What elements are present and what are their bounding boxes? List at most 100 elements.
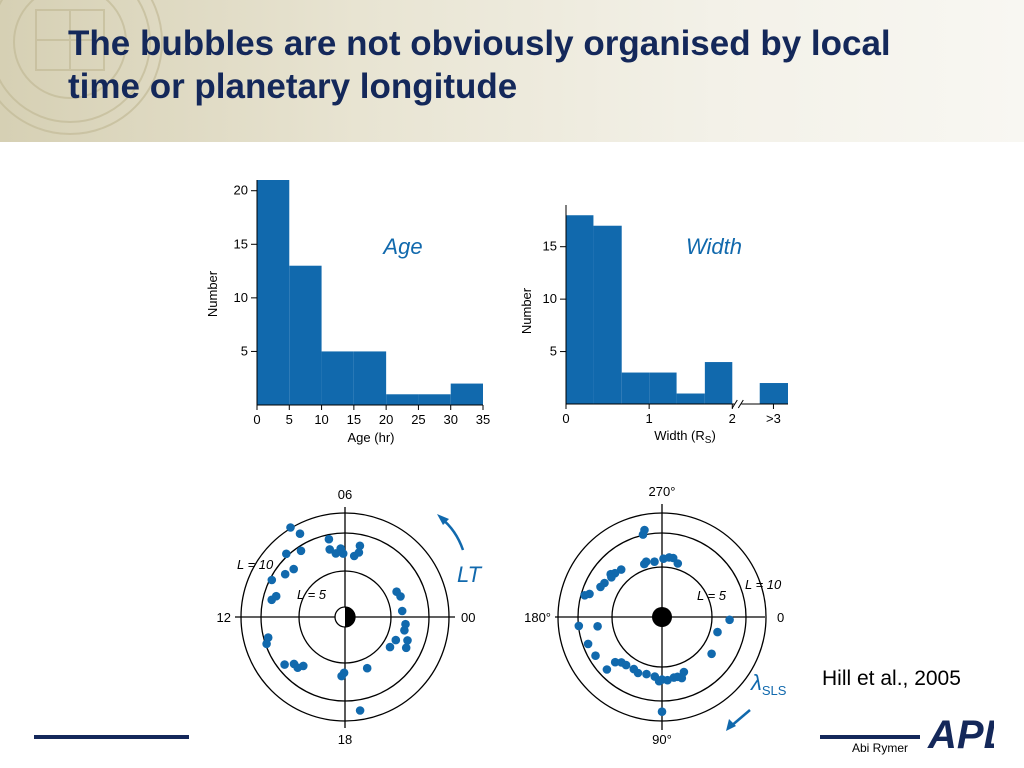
lt-data-point [339, 668, 349, 678]
local-time-polar-plot: 06 12 00 18 L = 10 L = 5 LT [217, 487, 483, 747]
age-x-tick-label: 30 [443, 412, 457, 427]
lt-data-point [280, 569, 290, 579]
sls-data-point [583, 639, 593, 649]
age-x-tick-label: 35 [476, 412, 490, 427]
age-x-tick-label: 0 [253, 412, 260, 427]
planet-icon [652, 607, 672, 627]
lt-data-point [293, 663, 302, 672]
width-bar [593, 225, 622, 404]
sls-label-right: 0 [777, 610, 784, 625]
width-x-axis-label: Width (RS) [654, 428, 716, 446]
width-bar [649, 372, 677, 404]
sls-data-point [713, 627, 722, 637]
sls-data-point [591, 651, 600, 660]
age-bar [450, 383, 483, 405]
sls-data-point [596, 582, 605, 592]
age-bar [289, 265, 322, 405]
sls-data-point [725, 615, 734, 625]
width-bar [621, 372, 650, 404]
lt-data-point [397, 606, 407, 616]
citation-text: Hill et al., 2005 [822, 667, 961, 690]
lt-data-point [385, 642, 395, 652]
sls-data-point [657, 707, 667, 716]
age-bar [257, 180, 290, 405]
sls-data-point [707, 649, 716, 659]
lt-data-point [296, 546, 306, 556]
lt-data-point [400, 626, 409, 635]
sls-data-point [602, 665, 612, 674]
width-axis-break-icon [731, 399, 744, 409]
lt-rotation-arrow-icon [437, 514, 465, 551]
age-chart-title: Age [381, 234, 422, 259]
footer-rule-left [34, 735, 189, 739]
sls-data-point [641, 557, 651, 566]
lt-data-point [355, 706, 365, 715]
lt-data-point [280, 660, 289, 669]
age-histogram: 5 10 15 20 0 5 10 15 20 25 30 35 Age Age (hr) Numbe… [205, 180, 490, 445]
sls-data-point [642, 669, 651, 679]
lt-data-point [324, 534, 334, 544]
sls-label-top: 270° [649, 484, 676, 499]
footer-rule-right [820, 735, 920, 739]
sls-chart-title: λSLS [750, 670, 787, 698]
slide-header: The bubbles are not obviously organised … [0, 0, 1024, 142]
lt-data-point [362, 663, 372, 673]
age-y-tick-label: 20 [234, 183, 248, 198]
seal-watermark-icon [0, 0, 163, 135]
age-y-tick-label: 5 [241, 343, 248, 358]
age-bar [321, 351, 354, 405]
age-x-axis-label: Age (hr) [348, 430, 395, 445]
sls-ring-label-l5: L = 5 [697, 588, 727, 603]
lt-data-point [325, 545, 334, 554]
age-x-tick-label: 20 [379, 412, 393, 427]
width-y-tick-label: 5 [550, 344, 557, 359]
width-x-tick-label: 1 [646, 411, 653, 426]
width-x-tick-label: >3 [766, 411, 781, 426]
width-bar [704, 362, 733, 404]
sls-data-point [638, 530, 648, 539]
age-y-axis-label: Number [205, 270, 220, 317]
age-x-tick-label: 5 [286, 412, 293, 427]
sls-data-point [650, 557, 659, 566]
width-y-tick-label: 15 [543, 239, 557, 254]
lt-data-point [354, 548, 364, 557]
sls-data-point [580, 591, 589, 600]
width-bar [676, 393, 705, 404]
age-y-tick-label: 10 [234, 290, 248, 305]
lt-label-bottom: 18 [338, 732, 352, 747]
lt-chart-title: LT [457, 562, 483, 587]
age-x-tick-label: 10 [314, 412, 328, 427]
sls-ring-label-l10: L = 10 [745, 577, 782, 592]
sls-data-point [574, 621, 584, 631]
lt-data-point [396, 592, 405, 601]
width-bar [759, 383, 788, 404]
svg-text:APL: APL [927, 713, 994, 754]
lt-label-right: 00 [461, 610, 475, 625]
lt-data-point [271, 591, 281, 601]
width-y-axis-label: Number [519, 287, 534, 334]
sls-data-point [607, 573, 616, 582]
age-bar [418, 394, 451, 405]
age-bar [353, 351, 387, 405]
lt-data-point [267, 575, 277, 585]
planet-icon [334, 606, 356, 628]
sls-data-point [621, 660, 631, 670]
sls-label-bottom: 90° [652, 732, 672, 747]
lt-data-point [401, 643, 411, 653]
sls-data-point [593, 622, 602, 631]
age-x-tick-label: 15 [347, 412, 361, 427]
sls-rotation-arrow-icon [726, 709, 751, 731]
lt-data-point [403, 636, 412, 645]
lt-data-point [391, 635, 401, 645]
sls-data-point [673, 559, 683, 568]
width-y-tick-label: 10 [543, 291, 557, 306]
lt-data-point [355, 541, 365, 551]
lt-data-point [282, 549, 291, 559]
author-name: Abi Rymer [852, 741, 909, 755]
sls-label-left: 180° [524, 610, 551, 625]
lt-data-point [338, 549, 348, 558]
lt-ring-label-l5: L = 5 [297, 587, 327, 602]
sls-data-point [616, 565, 626, 574]
sls-data-point [633, 668, 643, 678]
width-bar [566, 215, 594, 404]
